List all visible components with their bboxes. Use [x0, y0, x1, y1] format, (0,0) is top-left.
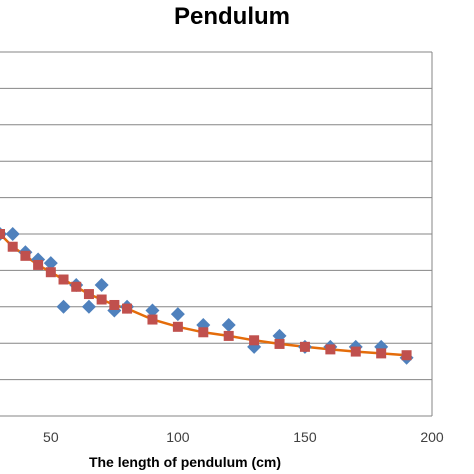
diamond-point — [145, 303, 160, 318]
square-point — [223, 330, 234, 341]
diamond-point — [221, 318, 236, 332]
square-point — [376, 348, 387, 359]
square-point — [45, 267, 56, 278]
x-tick-label: 150 — [293, 429, 317, 445]
diamond-point — [56, 299, 71, 314]
square-point — [147, 314, 158, 325]
square-point — [0, 229, 5, 239]
square-point — [58, 274, 69, 285]
square-point — [172, 321, 183, 332]
square-point — [122, 303, 133, 314]
series-layer — [0, 227, 414, 365]
diamond-point — [81, 299, 96, 314]
diamond-point — [43, 256, 58, 271]
gridlines — [0, 51, 433, 417]
square-point — [83, 289, 94, 300]
square-point — [325, 344, 336, 355]
square-point — [7, 241, 18, 252]
square-point — [20, 250, 31, 261]
square-point — [109, 299, 120, 310]
x-tick-label: 50 — [43, 429, 59, 445]
x-axis-ticks: 50 100 150 200 — [43, 429, 444, 445]
square-point — [274, 338, 285, 349]
series-2-markers — [0, 229, 412, 361]
x-axis-label: The length of pendulum (cm) — [89, 454, 281, 470]
diamond-point — [5, 227, 20, 241]
square-point — [249, 335, 260, 346]
square-point — [299, 341, 310, 352]
plot-area — [0, 51, 433, 417]
diamond-point — [94, 277, 109, 292]
x-tick-label: 200 — [420, 429, 444, 445]
series-2-line — [0, 233, 407, 357]
square-point — [401, 350, 412, 361]
square-point — [96, 294, 107, 305]
square-point — [71, 281, 82, 292]
square-point — [350, 346, 361, 357]
diamond-point — [170, 307, 185, 322]
chart-title: Pendulum — [174, 3, 290, 30]
x-tick-label: 100 — [166, 429, 190, 445]
square-point — [33, 259, 44, 270]
square-point — [198, 327, 209, 338]
